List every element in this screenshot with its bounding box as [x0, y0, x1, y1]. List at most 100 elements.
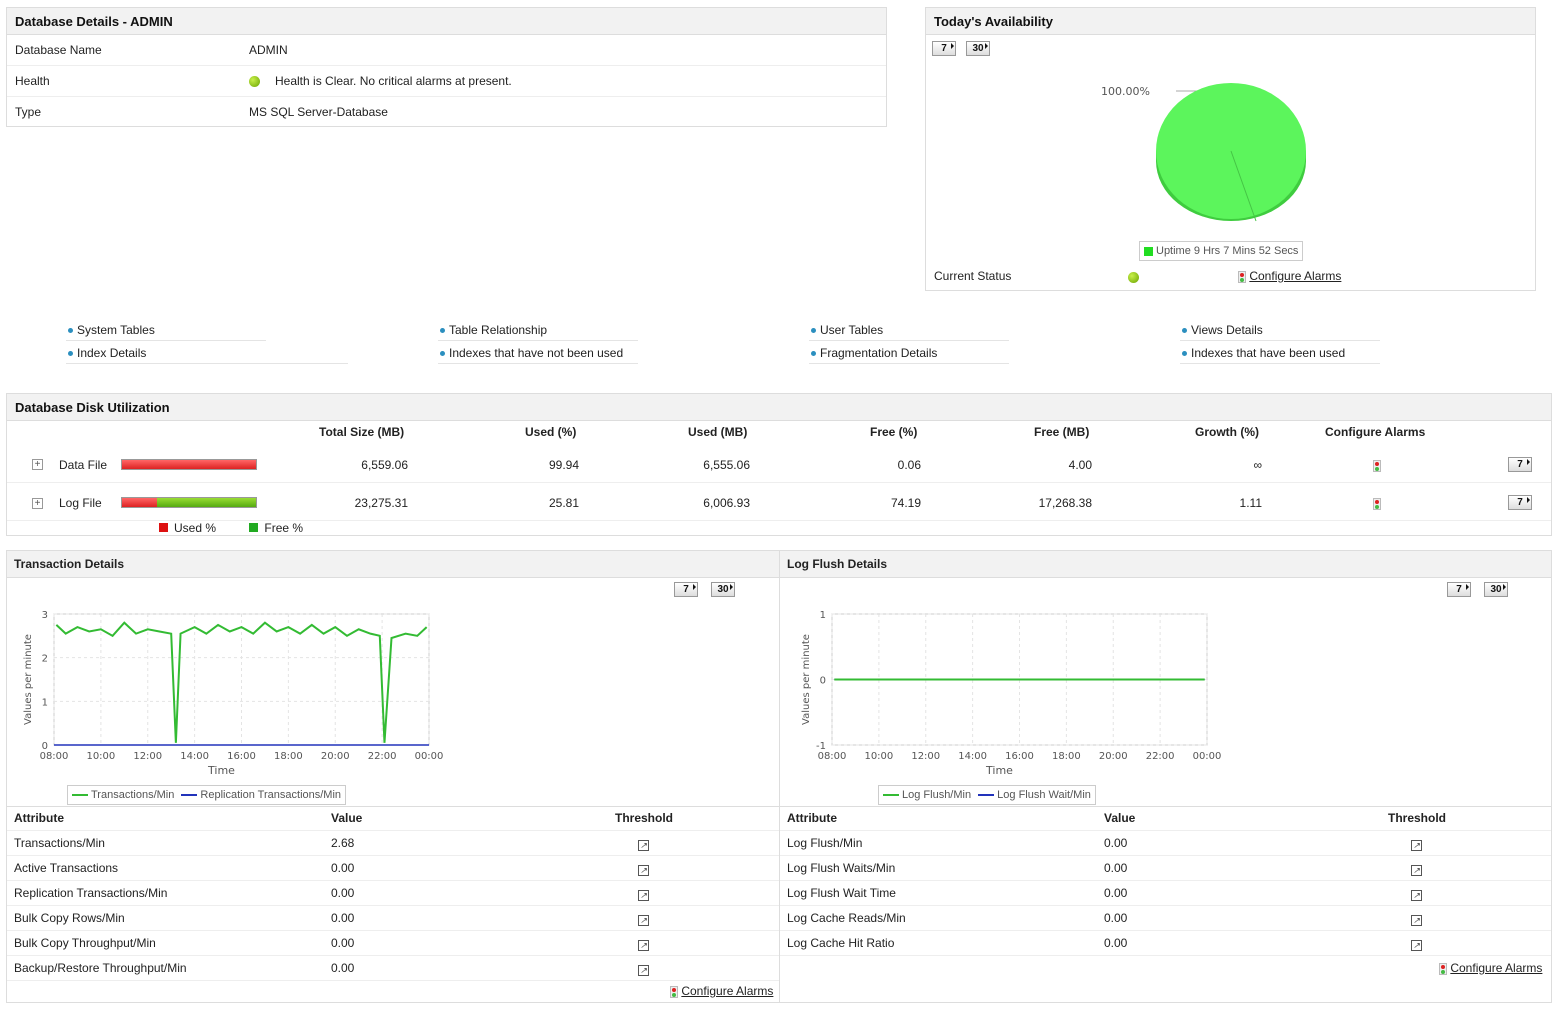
uptime-swatch — [1144, 246, 1153, 256]
attr-value: 0.00 — [331, 911, 355, 925]
logflush-attr-row: Log Flush Wait Time 0.00 ↗ — [780, 881, 1551, 906]
health-value: Health is Clear. No critical alarms at p… — [275, 74, 512, 88]
transactions-swatch — [72, 794, 88, 797]
threshold-edit-icon[interactable]: ↗ — [638, 957, 649, 982]
x-tick-label: 00:00 — [1193, 751, 1222, 762]
logflush-line-chart: 08:00 10:00 12:00 14:00 16:00 18:00 20:00 22:00… — [801, 610, 1222, 777]
logflush-period-30-button[interactable]: 30 — [1484, 582, 1508, 597]
expand-log-file-button[interactable]: + — [32, 498, 43, 509]
disk-utilization-title: Database Disk Utilization — [7, 394, 1551, 421]
threshold-edit-icon[interactable]: ↗ — [1411, 907, 1422, 932]
attr-name: Bulk Copy Throughput/Min — [14, 936, 156, 950]
attr-value: 0.00 — [1104, 861, 1128, 875]
threshold-edit-icon[interactable]: ↗ — [1411, 857, 1422, 882]
attr-value: 2.68 — [331, 836, 355, 850]
threshold-edit-icon[interactable]: ↗ — [638, 857, 649, 882]
threshold-header: Threshold — [1388, 811, 1447, 825]
log-file-total-size: 23,275.31 — [354, 496, 408, 510]
threshold-edit-icon[interactable]: ↗ — [638, 907, 649, 932]
transaction-period-30-button[interactable]: 30 — [711, 582, 735, 597]
link-user-tables[interactable]: User Tables — [809, 319, 1009, 341]
link-indexes-not-used[interactable]: Indexes that have not been used — [438, 342, 638, 364]
type-row: Type MS SQL Server-Database — [7, 97, 886, 128]
free-legend-text: Free % — [264, 521, 304, 535]
value-header: Value — [331, 811, 363, 825]
configure-alarms-text[interactable]: Configure Alarms — [1249, 269, 1342, 283]
link-table-relationship[interactable]: Table Relationship — [438, 319, 638, 341]
threshold-edit-icon[interactable]: ↗ — [638, 932, 649, 957]
period-7-days-button[interactable]: 7 — [932, 41, 956, 56]
log-file-used-pct: 25.81 — [548, 496, 579, 510]
transaction-attr-row: Bulk Copy Rows/Min 0.00 ↗ — [7, 906, 779, 931]
log-file-usage-bar — [121, 497, 257, 508]
logflush-wait-legend-text: Log Flush Wait/Min — [997, 789, 1091, 801]
transaction-table-header: Attribute Value Threshold — [7, 806, 779, 831]
transaction-attributes-table: Attribute Value Threshold Transactions/M… — [7, 806, 779, 996]
attr-header: Attribute — [14, 811, 64, 825]
transactions-legend-text: Transactions/Min — [91, 789, 175, 801]
transaction-details-title: Transaction Details — [14, 557, 125, 571]
data-file-usage-bar — [121, 459, 257, 470]
x-tick-label: 08:00 — [818, 751, 847, 762]
transactions-chart-legend: Transactions/Min Replication Transaction… — [67, 785, 347, 805]
period-30-days-button[interactable]: 30 — [966, 41, 990, 56]
y-tick-label: 3 — [42, 610, 48, 621]
current-status-icon — [1128, 270, 1139, 284]
log-file-period-7-button[interactable]: 7 — [1508, 495, 1532, 510]
configure-alarms-link-availability[interactable]: Configure Alarms — [1238, 269, 1341, 283]
col-used-pct: Used (%) — [525, 425, 577, 439]
data-file-used-mb: 6,555.06 — [703, 458, 750, 472]
threshold-edit-icon[interactable]: ↗ — [1411, 882, 1422, 907]
x-tick-label: 12:00 — [911, 751, 940, 762]
threshold-edit-icon[interactable]: ↗ — [638, 832, 649, 857]
data-file-total-size: 6,559.06 — [361, 458, 408, 472]
configure-alarms-text[interactable]: Configure Alarms — [1450, 961, 1543, 975]
replication-swatch — [181, 794, 198, 797]
x-tick-label: 14:00 — [180, 751, 209, 762]
health-label: Health — [15, 74, 50, 88]
availability-title: Today's Availability — [926, 8, 1535, 35]
attr-value: 0.00 — [331, 961, 355, 975]
transaction-attr-row: Backup/Restore Throughput/Min 0.00 ↗ — [7, 956, 779, 981]
configure-alarms-link-logflush[interactable]: Configure Alarms — [1439, 961, 1542, 975]
y-tick-label: 0 — [820, 676, 826, 687]
configure-alarms-text[interactable]: Configure Alarms — [681, 984, 774, 998]
pie-percent-label: 100.00% — [1101, 85, 1150, 98]
data-file-configure-alarm-icon[interactable] — [1373, 458, 1381, 472]
link-fragmentation-details[interactable]: Fragmentation Details — [809, 342, 1009, 364]
disk-row-log-file: + Log File 23,275.31 25.81 6,006.93 74.1… — [7, 484, 1551, 521]
expand-data-file-button[interactable]: + — [32, 459, 43, 470]
configure-alarms-link-transaction[interactable]: Configure Alarms — [670, 984, 773, 998]
attr-name: Log Cache Reads/Min — [787, 911, 906, 925]
x-axis-label: Time — [207, 764, 235, 777]
logflush-table-header: Attribute Value Threshold — [780, 806, 1551, 831]
logflush-period-7-button[interactable]: 7 — [1447, 582, 1471, 597]
attr-name: Log Flush/Min — [787, 836, 863, 850]
x-tick-label: 00:00 — [415, 751, 444, 762]
disk-legend: Used % Free % — [159, 521, 303, 535]
logflush-attr-row: Log Cache Reads/Min 0.00 ↗ — [780, 906, 1551, 931]
transaction-period-7-button[interactable]: 7 — [674, 582, 698, 597]
data-file-free-mb: 4.00 — [1068, 458, 1092, 472]
transaction-attr-row: Active Transactions 0.00 ↗ — [7, 856, 779, 881]
col-used-mb: Used (MB) — [688, 425, 748, 439]
health-row: Health Health is Clear. No critical alar… — [7, 66, 886, 97]
link-index-details[interactable]: Index Details — [66, 342, 348, 364]
y-tick-label: 2 — [42, 654, 48, 665]
link-system-tables[interactable]: System Tables — [66, 319, 266, 341]
threshold-edit-icon[interactable]: ↗ — [638, 882, 649, 907]
type-value: MS SQL Server-Database — [249, 105, 388, 119]
threshold-edit-icon[interactable]: ↗ — [1411, 832, 1422, 857]
x-tick-label: 10:00 — [864, 751, 893, 762]
link-views-details[interactable]: Views Details — [1180, 319, 1380, 341]
log-file-used-mb: 6,006.93 — [703, 496, 750, 510]
link-indexes-used[interactable]: Indexes that have been used — [1180, 342, 1380, 364]
log-file-configure-alarm-icon[interactable] — [1373, 496, 1381, 510]
logflush-attr-row: Log Flush/Min 0.00 ↗ — [780, 831, 1551, 856]
transaction-attr-row: Bulk Copy Throughput/Min 0.00 ↗ — [7, 931, 779, 956]
logflush-attr-row: Log Cache Hit Ratio 0.00 ↗ — [780, 931, 1551, 956]
threshold-edit-icon[interactable]: ↗ — [1411, 932, 1422, 957]
data-file-growth: ∞ — [1253, 458, 1262, 472]
transactions-line-chart: 08:00 10:00 12:00 14:00 16:00 18:00 20:00 22:00… — [23, 610, 444, 777]
data-file-period-7-button[interactable]: 7 — [1508, 457, 1532, 472]
